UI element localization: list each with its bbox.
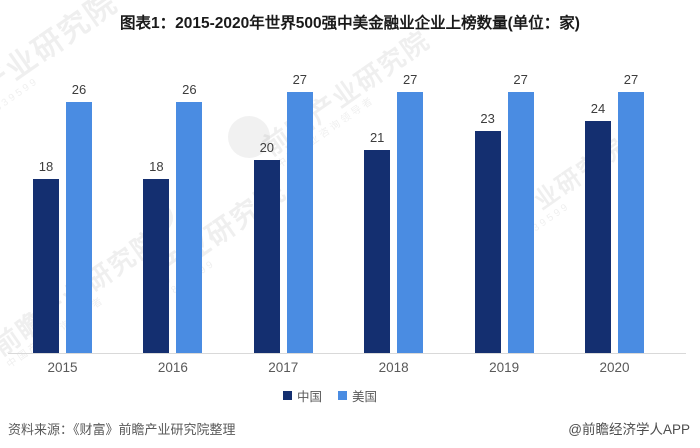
value-label-series1-2019: 27 <box>513 72 528 88</box>
value-label-series0-2018: 21 <box>369 130 385 146</box>
bar-series0-2020 <box>585 121 611 353</box>
value-label-series0-2016: 18 <box>149 159 164 175</box>
value-label-series0-2019: 23 <box>480 110 495 126</box>
legend-swatch-china <box>282 391 292 400</box>
legend-item-china: 中国 <box>282 386 322 405</box>
legend-swatch-usa <box>338 391 347 400</box>
source-note: 资料来源：《财富》前瞻产业研究院整理 <box>8 421 236 437</box>
bar-series0-2015 <box>33 179 59 353</box>
bar-series1-2020 <box>618 92 644 353</box>
x-tick-2016: 2016 <box>157 360 188 375</box>
bar-series1-2019 <box>507 92 534 353</box>
bar-series1-2017 <box>286 92 313 353</box>
value-label-series1-2018: 27 <box>402 72 418 88</box>
credit-note: @前瞻经济学人APP <box>568 422 690 437</box>
bar-series1-2015 <box>66 101 92 353</box>
legend-label-usa: 美国 <box>352 390 378 404</box>
legend-item-usa: 美国 <box>338 386 377 405</box>
legend-label-china: 中国 <box>296 390 322 404</box>
bar-series1-2018 <box>397 92 424 353</box>
value-label-series1-2020: 27 <box>623 72 639 88</box>
bar-series0-2017 <box>253 159 280 353</box>
chart-title: 图表1：2015-2020年世界500强中美金融业企业上榜数量(单位：家) <box>120 15 580 32</box>
x-tick-2020: 2020 <box>599 360 630 375</box>
value-label-series1-2015: 26 <box>71 81 87 97</box>
x-tick-2018: 2018 <box>378 360 409 375</box>
bar-series0-2018 <box>364 150 391 353</box>
value-label-series0-2020: 24 <box>590 101 606 117</box>
value-label-series0-2017: 20 <box>259 139 275 155</box>
value-label-series1-2016: 26 <box>182 81 197 97</box>
footer: 资料来源：《财富》前瞻产业研究院整理 @前瞻经济学人APP <box>8 418 690 438</box>
value-label-series1-2017: 27 <box>292 72 308 88</box>
bar-series0-2019 <box>474 130 501 353</box>
legend: 中国 美国 <box>0 386 680 405</box>
bar-series0-2016 <box>143 179 170 353</box>
x-tick-2019: 2019 <box>489 360 520 375</box>
value-label-series0-2015: 18 <box>38 159 54 175</box>
x-tick-2015: 2015 <box>47 360 78 375</box>
x-tick-2017: 2017 <box>268 360 299 375</box>
x-axis-line <box>8 353 686 354</box>
bar-series1-2016 <box>176 101 203 353</box>
